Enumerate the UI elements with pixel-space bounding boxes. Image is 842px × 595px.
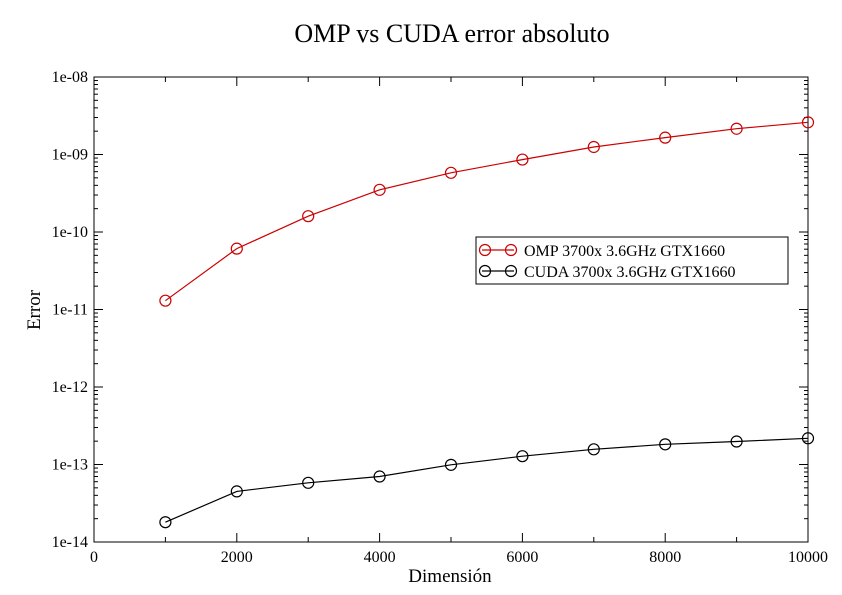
data-point-omp: [159, 294, 172, 307]
legend-box: [475, 236, 789, 285]
data-point-cuda: [159, 516, 172, 529]
series-line-cuda: [165, 437, 809, 523]
data-point-omp: [302, 210, 315, 223]
x-tick-label: 4000: [364, 549, 396, 566]
data-point-omp: [516, 153, 529, 166]
y-tick-label: 1e-14: [52, 534, 88, 551]
data-point-omp: [801, 116, 815, 129]
data-point-omp: [587, 140, 600, 154]
x-tick-label: 6000: [506, 549, 538, 566]
x-tick-label: 8000: [649, 549, 681, 566]
data-point-omp: [659, 131, 672, 144]
data-point-omp: [230, 242, 243, 255]
y-tick-label: 1e-11: [52, 302, 88, 319]
data-point-omp: [444, 166, 458, 179]
y-axis-label: Error: [24, 289, 45, 330]
data-point-omp: [373, 183, 386, 196]
y-tick-label: 1e-10: [52, 224, 88, 241]
x-tick-label: 0: [90, 549, 98, 566]
chart-title: OMP vs CUDA error absoluto: [294, 19, 609, 48]
data-point-cuda: [659, 438, 672, 451]
data-point-cuda: [444, 458, 458, 471]
x-tick-label: 2000: [221, 549, 253, 566]
x-axis-label: Dimensión: [408, 566, 492, 587]
legend-marker-omp: [478, 243, 492, 257]
y-tick-label: 1e-08: [52, 69, 88, 86]
y-tick-label: 1e-13: [52, 457, 88, 474]
data-point-omp: [730, 122, 743, 135]
data-point-cuda: [516, 450, 529, 463]
data-point-cuda: [801, 432, 815, 445]
x-tick-label: 10000: [788, 549, 828, 566]
legend-marker-cuda: [504, 264, 518, 278]
y-tick-label: 1e-12: [52, 379, 88, 396]
y-tick-label: 1e-09: [52, 147, 88, 164]
data-point-cuda: [730, 435, 743, 448]
legend: OMP 3700x 3.6GHz GTX1660 CUDA 3700x 3.6GH…: [475, 236, 789, 285]
data-point-cuda: [373, 470, 386, 483]
data-point-cuda: [302, 476, 315, 489]
plot-frame: [93, 76, 809, 543]
data-point-cuda: [230, 485, 243, 498]
legend-label-cuda: CUDA 3700x 3.6GHz GTX1660: [524, 264, 736, 281]
legend-marker-omp: [504, 243, 518, 257]
series-line-omp: [165, 121, 809, 302]
data-point-cuda: [587, 443, 600, 456]
legend-label-omp: OMP 3700x 3.6GHz GTX1660: [524, 243, 725, 260]
legend-marker-cuda: [478, 264, 492, 278]
